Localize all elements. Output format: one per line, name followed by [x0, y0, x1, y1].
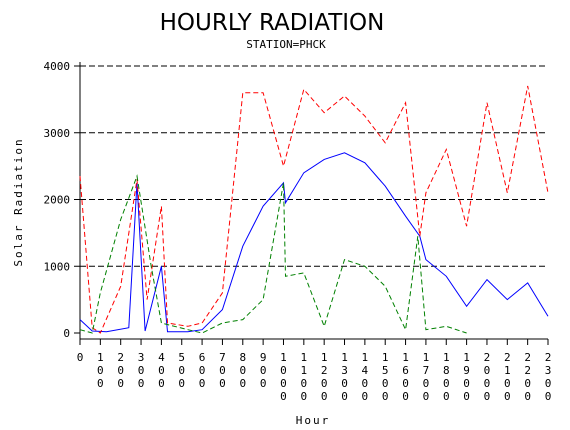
y-tick-labels: 0 1000 2000 3000 4000: [44, 60, 71, 340]
y-axis-label: Solar Radiation: [12, 137, 25, 266]
x-axis-label: Hour: [296, 414, 331, 427]
gridlines: [80, 65, 548, 267]
y-tick-label-3000: 3000: [44, 127, 71, 140]
y-tick-label-0: 0: [63, 327, 70, 340]
series-line-2: [79, 85, 549, 334]
tick-marks: [74, 65, 549, 345]
y-tick-label-2000: 2000: [44, 194, 71, 207]
chart-subtitle: STATION=PHCK: [246, 38, 326, 51]
x-tick-labels: 0 1 0 0 2 0 0 3 0 0 4 0 0 5 0 0 6 0 0 7 0 0 8 0 0 9 0 0 1 0 0 0 1 1 0 0 1 2 0 0…: [77, 351, 552, 403]
plot-area: [79, 85, 549, 334]
chart-title: HOURLY RADIATION: [160, 10, 385, 36]
series-line-3: [79, 174, 467, 334]
axes: [79, 62, 548, 340]
series-line-1: [79, 152, 549, 333]
y-tick-label-4000: 4000: [44, 60, 71, 73]
x-tick-label-0: 0: [77, 351, 84, 364]
y-tick-label-1000: 1000: [44, 260, 71, 273]
